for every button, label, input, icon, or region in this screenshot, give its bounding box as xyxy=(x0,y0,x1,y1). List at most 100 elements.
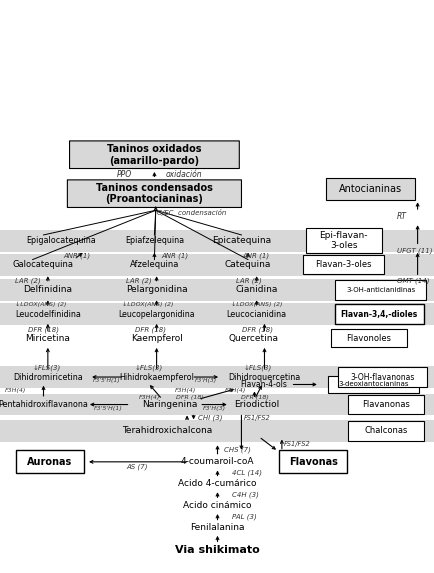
FancyBboxPatch shape xyxy=(338,367,427,387)
FancyBboxPatch shape xyxy=(326,178,414,200)
Text: F3'5'H(1): F3'5'H(1) xyxy=(94,406,123,411)
Text: Miricetina: Miricetina xyxy=(25,333,70,343)
Text: F3H(4): F3H(4) xyxy=(224,388,245,393)
Text: Flavan-3,4,-dioles: Flavan-3,4,-dioles xyxy=(340,309,417,319)
FancyBboxPatch shape xyxy=(303,255,383,274)
FancyBboxPatch shape xyxy=(16,450,84,473)
Text: Flavonas: Flavonas xyxy=(288,457,337,467)
Text: F3H(4): F3H(4) xyxy=(175,388,196,393)
FancyBboxPatch shape xyxy=(69,141,239,168)
Text: Taninos condensados
(Proantocianinas): Taninos condensados (Proantocianinas) xyxy=(96,183,212,205)
Text: DFR (18): DFR (18) xyxy=(242,326,273,333)
Text: Epiafzelequina: Epiafzelequina xyxy=(125,236,184,245)
Text: Hihidrokaempferol: Hihidrokaempferol xyxy=(119,372,194,382)
Text: ↓FLS(3): ↓FLS(3) xyxy=(33,364,61,371)
Text: ↓LDOX(ANS) (2): ↓LDOX(ANS) (2) xyxy=(230,301,281,307)
Text: Auronas: Auronas xyxy=(27,457,72,467)
Text: Fenilalanina: Fenilalanina xyxy=(190,523,244,532)
Bar xyxy=(0,279,434,301)
Text: Epigalocatequina: Epigalocatequina xyxy=(26,236,95,245)
Text: Via shikimato: Via shikimato xyxy=(175,545,259,555)
FancyBboxPatch shape xyxy=(279,450,346,473)
Text: Delfinidina: Delfinidina xyxy=(23,285,72,295)
Text: 3-OH-anticianidinas: 3-OH-anticianidinas xyxy=(345,287,414,293)
Text: ↓FLS(3): ↓FLS(3) xyxy=(243,364,271,371)
Text: CHS (7): CHS (7) xyxy=(224,446,250,453)
Text: Quercetina: Quercetina xyxy=(228,333,278,343)
Text: Galocatequina: Galocatequina xyxy=(13,260,74,269)
FancyBboxPatch shape xyxy=(334,304,423,324)
Text: Taninos oxidados
(amarillo-pardo): Taninos oxidados (amarillo-pardo) xyxy=(107,144,201,166)
Text: PPO: PPO xyxy=(116,170,132,179)
Text: RT: RT xyxy=(396,212,406,221)
Text: DFR (18): DFR (18) xyxy=(241,395,269,400)
Text: FS1/FS2: FS1/FS2 xyxy=(283,441,309,447)
Text: DFR (18): DFR (18) xyxy=(135,326,165,333)
Text: 4-coumaroil-coA: 4-coumaroil-coA xyxy=(181,457,253,466)
Text: UFGT (11): UFGT (11) xyxy=(396,247,431,254)
Bar xyxy=(0,303,434,325)
Text: ↓FLS(3): ↓FLS(3) xyxy=(135,364,163,371)
Text: Leucodelfinidina: Leucodelfinidina xyxy=(15,309,81,319)
Text: Dihidromiricetina: Dihidromiricetina xyxy=(13,372,82,382)
Text: F3'5'H(1): F3'5'H(1) xyxy=(92,378,120,383)
Text: PAL (3): PAL (3) xyxy=(231,513,256,520)
Text: Eriodictiol: Eriodictiol xyxy=(233,400,279,409)
Bar xyxy=(0,230,434,252)
FancyBboxPatch shape xyxy=(348,395,424,414)
FancyBboxPatch shape xyxy=(305,228,381,253)
Text: OMT (14): OMT (14) xyxy=(396,277,428,284)
Text: Naringenina: Naringenina xyxy=(141,400,197,409)
FancyBboxPatch shape xyxy=(67,180,241,207)
Text: F3H(4): F3H(4) xyxy=(139,395,160,400)
FancyBboxPatch shape xyxy=(330,329,406,347)
Text: Acido 4-cumárico: Acido 4-cumárico xyxy=(178,479,256,488)
Text: Antocianinas: Antocianinas xyxy=(338,184,401,194)
Text: C4H (3): C4H (3) xyxy=(231,491,258,498)
Text: Catequina: Catequina xyxy=(224,260,270,269)
Text: Cianidina: Cianidina xyxy=(235,285,277,295)
Text: Flavanonas: Flavanonas xyxy=(362,400,409,409)
Text: Leucopelargonidina: Leucopelargonidina xyxy=(118,309,194,319)
Text: Flavan-3-oles: Flavan-3-oles xyxy=(315,260,371,269)
Text: Afzelequina: Afzelequina xyxy=(129,260,179,269)
Text: oxidación: oxidación xyxy=(165,170,201,179)
Text: F3'H(3): F3'H(3) xyxy=(202,406,226,411)
FancyBboxPatch shape xyxy=(327,376,418,393)
Text: Kaempferol: Kaempferol xyxy=(130,333,182,343)
Text: 4CL (14): 4CL (14) xyxy=(231,469,261,476)
Text: AS (7): AS (7) xyxy=(126,463,148,470)
Text: F3'H(3): F3'H(3) xyxy=(195,378,217,383)
Text: LAR (2): LAR (2) xyxy=(126,277,151,284)
Text: Pentahidroxiflavanona: Pentahidroxiflavanona xyxy=(0,400,88,409)
Bar xyxy=(0,254,434,276)
Text: Chalconas: Chalconas xyxy=(364,426,407,435)
Text: FS1/FS2: FS1/FS2 xyxy=(243,415,270,421)
Text: Dihidroquercetina: Dihidroquercetina xyxy=(228,372,300,382)
Bar xyxy=(0,394,434,415)
Text: Pelargonidina: Pelargonidina xyxy=(125,285,187,295)
Text: CHI (3): CHI (3) xyxy=(197,414,222,421)
Text: Flavan-4-ols: Flavan-4-ols xyxy=(240,380,287,389)
Text: ANR (1): ANR (1) xyxy=(63,253,90,260)
Text: LAR (2): LAR (2) xyxy=(15,277,41,284)
Text: Flavonoles: Flavonoles xyxy=(345,333,391,343)
Text: ANR (1): ANR (1) xyxy=(242,253,269,260)
Text: Acido cinámico: Acido cinámico xyxy=(183,501,251,510)
Text: Terahidroxichalcona: Terahidroxichalcona xyxy=(122,426,212,435)
Text: Epicatequina: Epicatequina xyxy=(211,236,270,245)
Text: ↓LDOX(ANS) (2): ↓LDOX(ANS) (2) xyxy=(122,301,173,307)
Bar xyxy=(0,366,434,388)
Text: DFR (18): DFR (18) xyxy=(176,395,204,400)
FancyBboxPatch shape xyxy=(334,280,425,300)
Text: ANR (1): ANR (1) xyxy=(161,253,187,260)
Text: LAR (2): LAR (2) xyxy=(236,277,261,284)
Text: 3-OH-flavanonas: 3-OH-flavanonas xyxy=(350,372,414,382)
FancyBboxPatch shape xyxy=(348,421,424,441)
Text: F3H(4): F3H(4) xyxy=(4,388,26,393)
Text: ↓LDOX(ANS) (2): ↓LDOX(ANS) (2) xyxy=(15,301,66,307)
Bar xyxy=(0,420,434,442)
Text: DFR (18): DFR (18) xyxy=(28,326,59,333)
Text: Leucocianidina: Leucocianidina xyxy=(226,309,286,319)
Text: 3-deoxiantocianinas: 3-deoxiantocianinas xyxy=(337,382,408,387)
